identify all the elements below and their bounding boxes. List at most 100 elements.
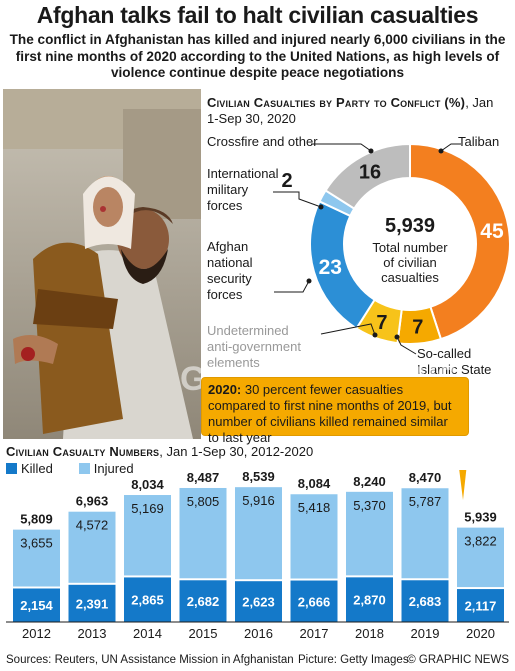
label-undetermined-1: Undetermined <box>207 323 289 338</box>
injured-value-label: 5,418 <box>298 500 331 515</box>
bar-injured <box>290 494 338 579</box>
footer-sources: Sources: Reuters, UN Assistance Mission … <box>6 654 294 666</box>
donut-center-label-line: Total number <box>372 240 448 255</box>
bar-legend: Killed Injured <box>6 460 134 476</box>
label-afghan-1: Afghan <box>207 239 249 254</box>
slice-undetermined-value: 7 <box>376 312 387 334</box>
bar-killed <box>457 589 504 622</box>
leader-dot <box>318 204 324 210</box>
killed-value-label: 2,683 <box>409 594 442 609</box>
year-tick-label: 2014 <box>133 626 162 641</box>
slice-afghan-forces-value: 23 <box>319 256 342 279</box>
news-photo <box>3 89 201 439</box>
leader-line <box>396 336 417 355</box>
legend-label-injured: Injured <box>93 461 134 477</box>
injured-value-label: 5,916 <box>242 493 275 508</box>
footer: Sources: Reuters, UN Assistance Mission … <box>0 651 515 671</box>
label-islamic-state-2: Islamic State <box>417 362 492 377</box>
banner-text: 30 percent fewer casualties compared to … <box>208 382 452 445</box>
total-value-label: 8,240 <box>353 474 386 489</box>
injured-value-label: 5,370 <box>353 498 386 513</box>
total-value-label: 8,470 <box>409 470 442 485</box>
bar-killed <box>290 580 338 622</box>
footer-picture-credit: Picture: Getty Images <box>298 654 409 666</box>
leader-dot <box>394 334 400 340</box>
bar-injured <box>235 487 282 580</box>
photo-illustration <box>3 89 201 439</box>
injured-value-label: 5,787 <box>409 494 442 509</box>
year-tick-label: 2020 <box>466 626 495 641</box>
leader-line <box>273 191 322 208</box>
page-title: Afghan talks fail to halt civilian casua… <box>36 2 479 28</box>
footer-copyright: © GRAPHIC NEWS <box>407 654 509 666</box>
year-tick-label: 2018 <box>355 626 384 641</box>
donut-center-value: 5,939 <box>385 215 435 237</box>
injured-value-label: 4,572 <box>76 518 109 533</box>
total-value-label: 8,487 <box>187 470 220 485</box>
total-value-label: 5,809 <box>20 512 53 527</box>
bar-killed <box>235 581 282 622</box>
slice-crossfire-value: 16 <box>359 161 381 183</box>
label-intl-2: military <box>207 182 249 197</box>
killed-value-label: 2,666 <box>298 594 331 609</box>
bar-injured <box>13 529 60 587</box>
year-tick-label: 2019 <box>411 626 440 641</box>
label-taliban: Taliban <box>458 134 500 149</box>
slice-crossfire <box>324 142 411 211</box>
leader-dot <box>438 148 444 154</box>
year-tick-label: 2017 <box>300 626 329 641</box>
killed-value-label: 2,154 <box>20 598 53 613</box>
donut-chart-title: Civilian Casualties by Party to Conflict… <box>207 95 507 127</box>
label-intl-3: forces <box>207 198 243 213</box>
killed-value-label: 2,870 <box>353 593 386 608</box>
year-tick-label: 2013 <box>78 626 107 641</box>
slice-taliban-value: 45 <box>480 220 504 243</box>
bar-killed <box>346 577 393 622</box>
killed-value-label: 2,623 <box>242 595 275 610</box>
label-islamic-state-1: So-called <box>417 346 472 361</box>
injured-value-label: 5,805 <box>187 494 220 509</box>
bar-killed <box>401 580 449 622</box>
callout-banner: 2020: 30 percent fewer casualties compar… <box>201 377 469 445</box>
slice-taliban <box>409 142 511 341</box>
bar-injured <box>346 491 393 576</box>
label-undetermined-3: elements <box>207 355 260 370</box>
total-value-label: 5,939 <box>464 510 497 525</box>
legend-label-killed: Killed <box>21 461 53 477</box>
injured-value-label: 3,655 <box>20 536 53 551</box>
bar-injured <box>401 488 449 579</box>
donut-title-rest: , Jan 1-Sep 30, 2020 <box>207 95 494 126</box>
page-subtitle: The conflict in Afghanistan has killed a… <box>9 32 506 80</box>
leader-dot <box>372 332 378 338</box>
year-tick-label: 2015 <box>189 626 218 641</box>
bar-chart-title: Civilian Casualty Numbers, Jan 1-Sep 30,… <box>6 444 313 459</box>
leader-dot <box>306 278 312 284</box>
label-afghan-3: security <box>207 271 252 286</box>
leader-line <box>320 323 376 336</box>
total-value-label: 8,034 <box>131 477 164 492</box>
killed-value-label: 2,865 <box>131 593 164 608</box>
leader-line <box>440 143 461 152</box>
label-afghan-4: forces <box>207 287 243 302</box>
injured-value-label: 3,822 <box>464 534 497 549</box>
injured-value-label: 5,169 <box>131 501 164 516</box>
bar-injured <box>68 511 116 583</box>
banner-pointer <box>459 470 467 500</box>
label-intl-1: International <box>207 166 279 181</box>
donut-title-bold: Civilian Casualties by Party to Conflict… <box>207 95 466 110</box>
leader-dot <box>368 148 374 154</box>
bar-injured <box>179 487 227 579</box>
banner-year: 2020: <box>208 382 242 397</box>
donut-center-label-line: casualties <box>381 270 439 285</box>
bar-chart: 2,154 3,655 5,809 2012 2,391 4,572 6,963 2013 2,… <box>6 470 509 641</box>
total-value-label: 8,084 <box>298 476 331 491</box>
label-crossfire: Crossfire and other <box>207 134 318 149</box>
bar-killed <box>13 588 60 622</box>
bar-injured <box>124 495 171 576</box>
label-afghan-2: national <box>207 255 253 270</box>
year-tick-label: 2012 <box>22 626 51 641</box>
bar-killed <box>68 584 116 622</box>
killed-value-label: 2,117 <box>465 599 497 614</box>
